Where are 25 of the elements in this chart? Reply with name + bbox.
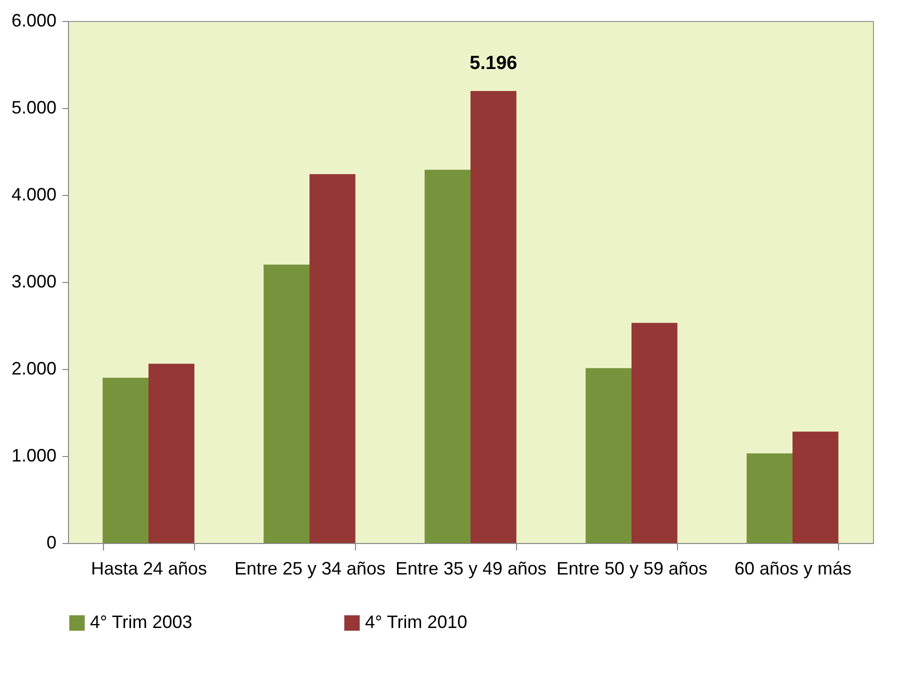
y-tick-label: 2.000 xyxy=(11,358,56,378)
legend-label: 4° Trim 2010 xyxy=(365,612,468,632)
x-tick-label: Hasta 24 años xyxy=(90,558,208,578)
bar xyxy=(470,90,516,543)
bar xyxy=(148,364,194,543)
y-tick-label: 0 xyxy=(46,532,56,552)
bar xyxy=(586,368,632,543)
bar xyxy=(310,174,356,543)
bar xyxy=(102,378,148,543)
data-label: 5.196 xyxy=(470,52,518,74)
x-tick-label: Entre 35 y 49 años xyxy=(395,558,547,578)
bar xyxy=(792,432,838,543)
y-tick-label: 6.000 xyxy=(11,10,56,30)
y-tick-label: 5.000 xyxy=(11,98,56,118)
bar xyxy=(746,453,792,543)
x-tick-label: Entre 50 y 59 años xyxy=(556,558,708,578)
y-tick-label: 4.000 xyxy=(11,184,56,204)
y-tick-label: 1.000 xyxy=(11,446,56,466)
bar xyxy=(424,170,470,543)
bar xyxy=(632,322,678,543)
x-tick-label: Entre 25 y 34 años xyxy=(234,558,386,578)
x-tick-label: 60 años y más xyxy=(734,558,852,578)
legend-label: 4° Trim 2003 xyxy=(90,612,192,632)
y-tick-label: 3.000 xyxy=(11,272,56,292)
bar xyxy=(264,264,310,543)
